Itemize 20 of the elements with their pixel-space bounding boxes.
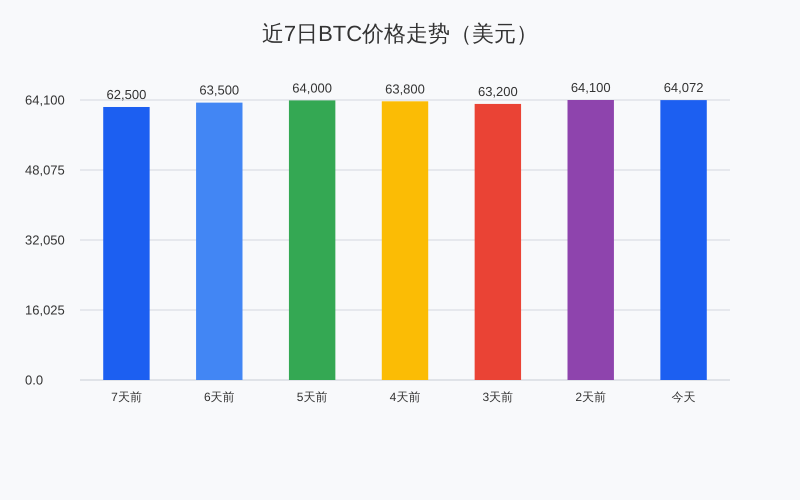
- x-tick-label: 6天前: [204, 390, 235, 404]
- y-tick-label: 48,075: [25, 162, 65, 178]
- data-label: 62,500: [106, 86, 146, 102]
- x-tick-label: 3天前: [482, 390, 514, 404]
- y-tick-label: 0.0: [25, 372, 44, 388]
- y-tick-label: 32,050: [25, 232, 65, 248]
- data-label: 63,200: [478, 84, 518, 99]
- data-label: 64,100: [570, 80, 611, 95]
- x-tick-label: 今天: [672, 390, 696, 404]
- y-tick-label: 16,025: [25, 302, 65, 318]
- data-label: 63,500: [199, 82, 240, 98]
- x-tick-label: 2天前: [575, 390, 606, 404]
- y-tick-label: 64,100: [25, 92, 65, 108]
- chart-title: 近7日BTC价格走势（美元）: [262, 21, 538, 46]
- x-tick-label: 7天前: [111, 390, 142, 404]
- x-tick-label: 5天前: [296, 390, 328, 404]
- x-tick-label: 4天前: [390, 390, 420, 404]
- data-label: 63,800: [385, 81, 425, 96]
- data-label: 64,000: [292, 80, 332, 96]
- data-label: 64,072: [664, 80, 704, 96]
